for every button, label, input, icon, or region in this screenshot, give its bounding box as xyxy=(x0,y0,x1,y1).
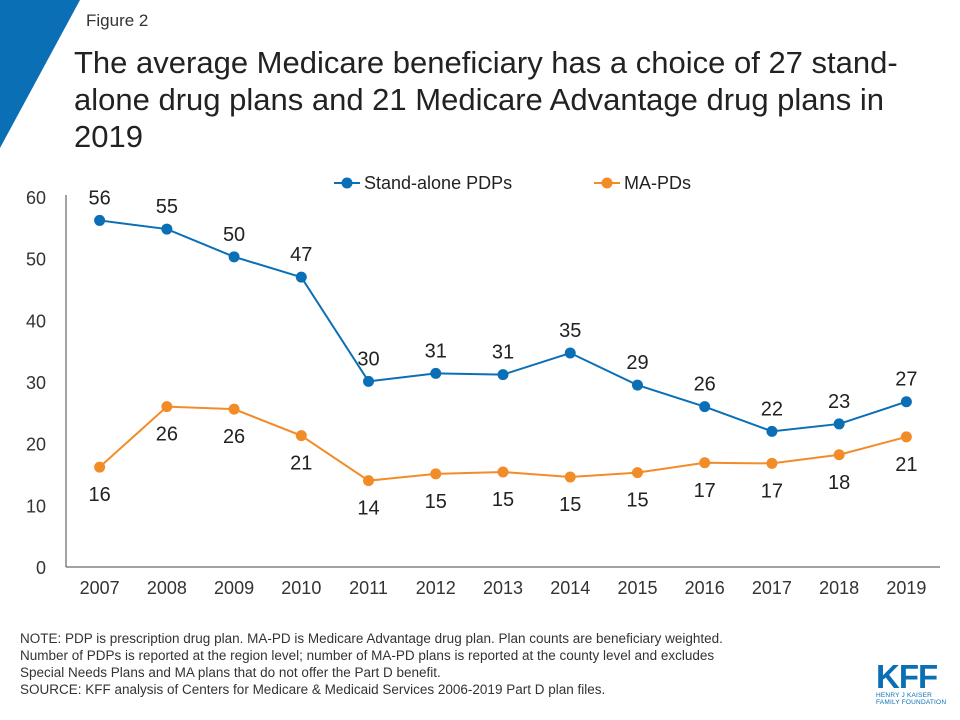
x-tick-label: 2011 xyxy=(349,578,388,598)
data-point xyxy=(295,271,307,283)
data-point xyxy=(430,468,442,480)
data-label: 35 xyxy=(559,320,581,342)
data-label: 27 xyxy=(895,369,917,391)
data-point xyxy=(631,379,643,391)
data-point xyxy=(699,401,711,413)
data-point xyxy=(363,375,375,387)
note-line: NOTE: PDP is prescription drug plan. MA-… xyxy=(20,631,723,646)
y-tick-label: 0 xyxy=(36,558,46,578)
x-tick-label: 2013 xyxy=(483,578,523,598)
data-point xyxy=(228,251,240,263)
logo-subtitle-line: HENRY J KAISER xyxy=(876,692,933,699)
y-tick-label: 20 xyxy=(26,435,46,455)
legend-swatch-marker xyxy=(341,177,353,189)
x-tick-label: 2019 xyxy=(886,578,926,598)
corner-accent-triangle xyxy=(0,0,80,148)
data-point xyxy=(564,471,576,483)
legend-label: MA-PDs xyxy=(624,173,691,193)
notes-block: NOTE: PDP is prescription drug plan. MA-… xyxy=(20,630,870,698)
data-point xyxy=(295,430,307,442)
x-tick-label: 2009 xyxy=(214,578,254,598)
y-tick-label: 30 xyxy=(26,373,46,393)
data-label: 18 xyxy=(828,472,850,494)
data-point xyxy=(833,418,845,430)
data-point xyxy=(497,466,509,478)
data-point xyxy=(766,425,778,437)
data-point xyxy=(833,449,845,461)
y-tick-label: 40 xyxy=(26,311,46,331)
data-label: 26 xyxy=(694,374,716,396)
source-line: SOURCE: KFF analysis of Centers for Medi… xyxy=(20,682,606,697)
data-point xyxy=(161,401,173,413)
data-label: 26 xyxy=(156,424,178,446)
x-tick-label: 2007 xyxy=(80,578,120,598)
logo-subtitle-line: FAMILY FOUNDATION xyxy=(876,699,947,706)
x-tick-label: 2018 xyxy=(819,578,859,598)
data-label: 56 xyxy=(88,187,110,209)
note-line: Special Needs Plans and MA plans that do… xyxy=(20,665,441,680)
chart-title: The average Medicare beneficiary has a c… xyxy=(74,45,898,154)
data-point xyxy=(363,475,375,487)
data-point xyxy=(430,367,442,379)
x-tick-label: 2015 xyxy=(617,578,657,598)
data-label: 15 xyxy=(425,491,447,513)
data-point xyxy=(228,403,240,415)
y-tick-label: 50 xyxy=(26,250,46,270)
data-label: 16 xyxy=(88,484,110,506)
data-label: 15 xyxy=(559,494,581,516)
data-point xyxy=(900,431,912,443)
series-line xyxy=(99,219,907,433)
data-label: 50 xyxy=(223,224,245,246)
data-label: 21 xyxy=(290,453,312,475)
data-label: 21 xyxy=(895,454,917,476)
logo-wordmark: KFF xyxy=(876,658,938,695)
data-point xyxy=(94,461,106,473)
x-tick-label: 2017 xyxy=(752,578,792,598)
data-point xyxy=(497,369,509,381)
data-point xyxy=(900,396,912,408)
x-tick-label: 2008 xyxy=(147,578,187,598)
line-chart: 0 10 20 30 40 50 60 2007 2008 2009 2010 2011 2012 201… xyxy=(26,173,940,598)
data-label: 30 xyxy=(357,348,379,370)
x-tick-label: 2010 xyxy=(281,578,321,598)
data-label: 29 xyxy=(626,352,648,374)
legend-swatch-marker xyxy=(601,177,613,189)
data-label: 15 xyxy=(626,490,648,512)
y-tick-label: 60 xyxy=(26,188,46,208)
data-label: 17 xyxy=(761,480,783,502)
data-point xyxy=(94,214,106,226)
note-line: Number of PDPs is reported at the region… xyxy=(20,648,715,663)
data-label: 26 xyxy=(223,426,245,448)
figure-label: Figure 2 xyxy=(86,11,149,30)
data-point xyxy=(766,457,778,469)
data-label: 17 xyxy=(694,480,716,502)
data-point xyxy=(564,347,576,359)
kff-logo: KFF HENRY J KAISER FAMILY FOUNDATION xyxy=(876,658,948,706)
data-label: 47 xyxy=(290,244,312,266)
data-label: 31 xyxy=(492,342,514,364)
data-label: 14 xyxy=(357,498,379,520)
data-label: 55 xyxy=(156,196,178,218)
corner-triangle-shape xyxy=(0,0,80,148)
data-label: 23 xyxy=(828,391,850,413)
data-point xyxy=(631,467,643,479)
y-tick-label: 10 xyxy=(26,496,46,516)
data-label: 15 xyxy=(492,489,514,511)
x-tick-label: 2016 xyxy=(685,578,725,598)
data-label: 22 xyxy=(761,398,783,420)
data-point xyxy=(699,457,711,469)
data-point xyxy=(161,223,173,235)
data-label: 31 xyxy=(425,340,447,362)
legend-label: Stand-alone PDPs xyxy=(364,173,512,193)
x-tick-label: 2012 xyxy=(416,578,456,598)
x-tick-label: 2014 xyxy=(550,578,590,598)
